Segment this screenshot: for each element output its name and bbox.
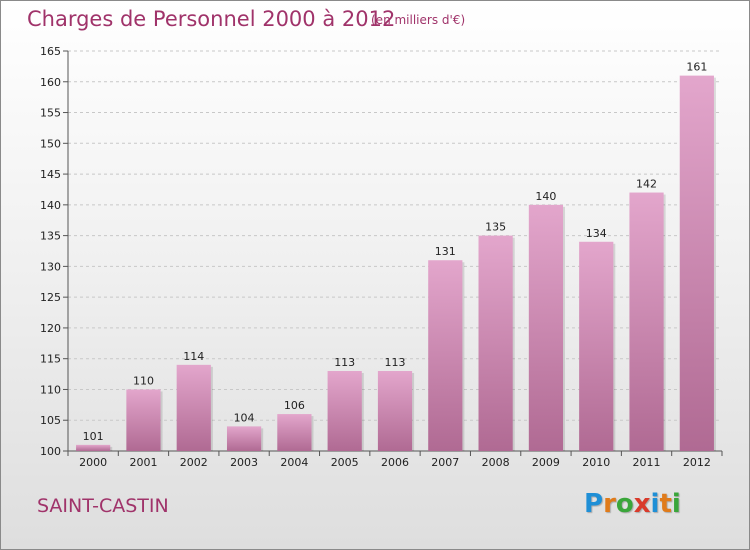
logo-letter: t	[659, 489, 672, 519]
x-tick-label: 2009	[532, 456, 560, 469]
bar-value-label: 106	[284, 399, 305, 412]
logo-letter: r	[603, 489, 616, 519]
bar-value-label: 101	[83, 430, 104, 443]
bar-value-label: 142	[636, 178, 657, 191]
bar	[528, 204, 564, 451]
logo-letter: o	[615, 489, 634, 519]
bar	[76, 444, 111, 451]
logo-letter: i	[671, 489, 681, 519]
bar-value-label: 110	[133, 374, 154, 387]
x-tick-label: 2010	[582, 456, 610, 469]
x-tick-label: 2011	[633, 456, 661, 469]
x-tick-label: 2012	[683, 456, 711, 469]
proxiti-logo: Proxiti	[584, 489, 681, 519]
x-tick-label: 2006	[381, 456, 409, 469]
y-tick-label: 110	[40, 383, 61, 396]
bar	[226, 426, 262, 451]
y-tick-label: 120	[40, 322, 61, 335]
bar	[327, 371, 362, 451]
bar	[176, 364, 211, 451]
y-tick-label: 160	[40, 76, 61, 89]
bar	[377, 371, 413, 451]
x-tick-label: 2005	[331, 456, 359, 469]
chart-title: Charges de Personnel 2000 à 2012	[27, 7, 396, 31]
bar	[478, 235, 513, 451]
x-tick-label: 2001	[129, 456, 157, 469]
bar-value-label: 135	[485, 221, 506, 234]
y-tick-label: 150	[40, 137, 61, 150]
bar-value-label: 140	[535, 190, 556, 203]
y-tick-label: 155	[40, 107, 61, 120]
y-tick-label: 100	[40, 445, 61, 458]
y-tick-label: 140	[40, 199, 61, 212]
logo-letter: x	[633, 489, 651, 519]
y-tick-label: 105	[40, 414, 61, 427]
bar-value-label: 134	[586, 227, 607, 240]
bar-value-label: 131	[435, 245, 456, 258]
y-tick-label: 115	[40, 353, 61, 366]
bar-value-label: 113	[385, 356, 406, 369]
y-tick-label: 130	[40, 260, 61, 273]
x-tick-label: 2008	[482, 456, 510, 469]
y-tick-label: 125	[40, 291, 61, 304]
y-tick-label: 135	[40, 230, 61, 243]
x-tick-label: 2003	[230, 456, 258, 469]
logo-letter: i	[650, 489, 660, 519]
bar	[428, 260, 463, 451]
logo-letter: P	[584, 489, 604, 519]
bar	[679, 75, 714, 451]
commune-name: SAINT-CASTIN	[37, 495, 169, 517]
bar	[277, 414, 312, 451]
chart-subtitle: (en milliers d'€)	[371, 13, 466, 27]
bar-value-label: 104	[234, 411, 255, 424]
bar-value-label: 113	[334, 356, 355, 369]
y-tick-label: 165	[40, 45, 61, 58]
bar	[629, 192, 664, 452]
bar	[579, 241, 614, 451]
y-tick-label: 145	[40, 168, 61, 181]
bar	[126, 389, 161, 451]
bar-value-label: 161	[686, 61, 707, 74]
x-tick-label: 2002	[180, 456, 208, 469]
x-tick-label: 2000	[79, 456, 107, 469]
bar-value-label: 114	[183, 350, 204, 363]
x-tick-label: 2007	[431, 456, 459, 469]
x-tick-label: 2004	[280, 456, 308, 469]
